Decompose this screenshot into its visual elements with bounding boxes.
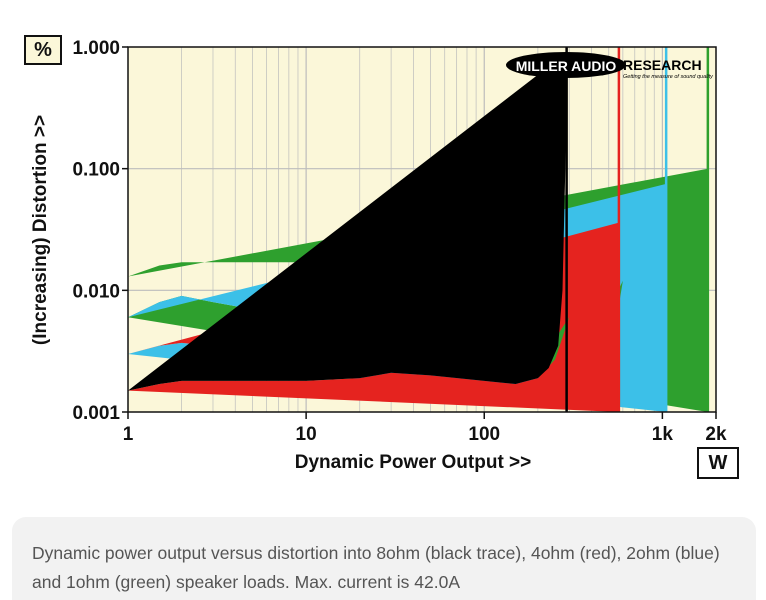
x-axis-label: Dynamic Power Output >> <box>295 452 532 473</box>
axes: 1 10 100 1k 2k 0.001 0.010 0.100 1.000 <box>72 38 727 445</box>
caption-text: Dynamic power output versus distortion i… <box>32 543 720 592</box>
y-unit-label: % <box>24 35 62 65</box>
series-layer <box>128 47 710 412</box>
logo-name-right: RESEARCH <box>623 57 702 73</box>
y-tick-label: 1.000 <box>72 38 120 59</box>
y-tick-label: 0.010 <box>72 281 120 302</box>
x-unit-label: W <box>697 447 739 479</box>
logo: MILLER AUDIO RESEARCH Getting the measur… <box>506 52 714 80</box>
x-tick-label: 1k <box>652 424 674 445</box>
y-axis-label: (Increasing) Distortion >> <box>30 115 51 345</box>
logo-ellipse <box>506 52 626 78</box>
series-area-8ohm <box>128 47 567 412</box>
y-tick-label: 0.100 <box>72 160 120 181</box>
chart: MILLER AUDIO RESEARCH Getting the measur… <box>30 38 727 473</box>
y-tick-label: 0.001 <box>72 403 120 424</box>
x-tick-label: 100 <box>468 424 500 445</box>
x-tick-label: 2k <box>705 424 727 445</box>
logo-name: MILLER AUDIO <box>516 58 617 74</box>
x-tick-label: 10 <box>296 424 317 445</box>
plot-frame <box>127 46 717 413</box>
caption-box: Dynamic power output versus distortion i… <box>12 517 756 600</box>
logo-tagline: Getting the measure of sound quality <box>623 74 714 80</box>
x-tick-label: 1 <box>123 424 134 445</box>
